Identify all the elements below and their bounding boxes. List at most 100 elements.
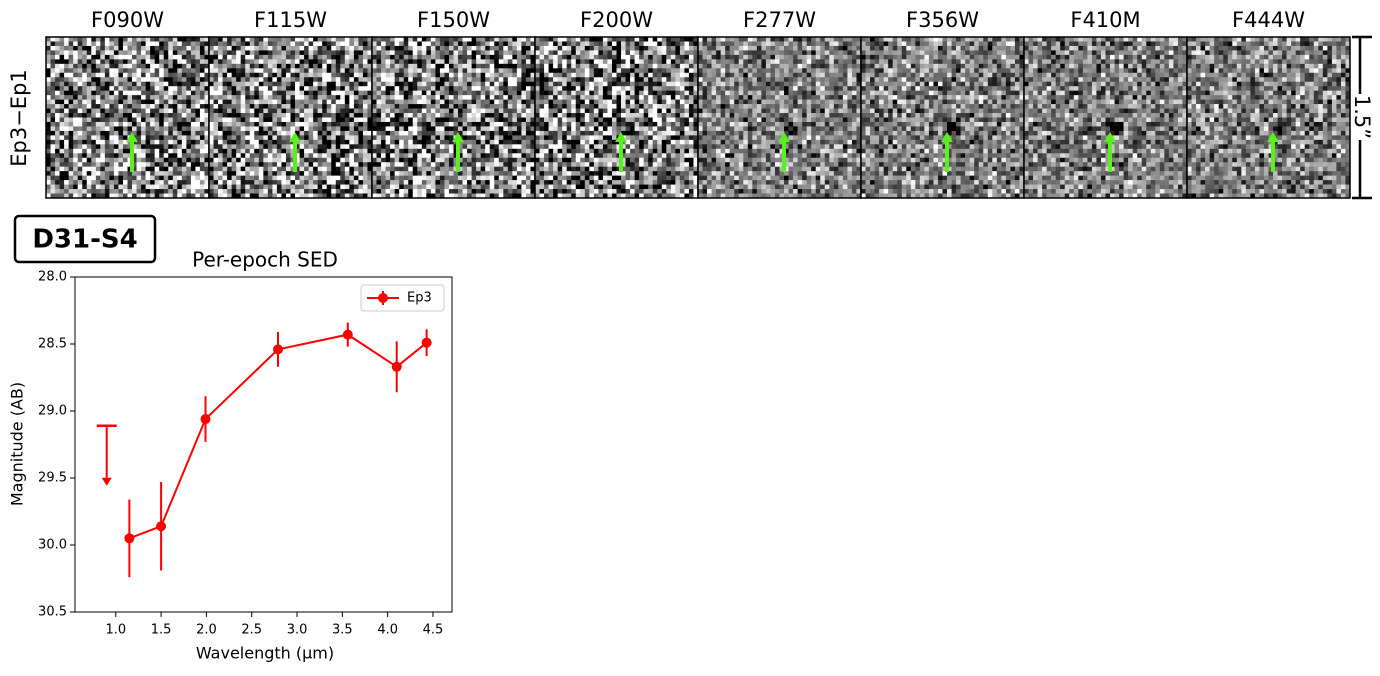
noise-pixel xyxy=(489,126,495,132)
noise-pixel xyxy=(109,153,115,159)
noise-pixel xyxy=(272,153,278,159)
noise-pixel xyxy=(104,184,110,190)
noise-pixel xyxy=(209,104,214,109)
noise-pixel xyxy=(390,72,395,78)
noise-pixel xyxy=(544,117,549,123)
noise-pixel xyxy=(100,144,106,150)
noise-pixel xyxy=(159,166,165,172)
noise-pixel xyxy=(285,63,291,69)
noise-pixel xyxy=(476,148,481,154)
noise-pixel xyxy=(272,108,278,114)
noise-pixel xyxy=(113,90,119,96)
noise-pixel xyxy=(340,95,346,100)
noise-pixel xyxy=(308,193,314,199)
noise-pixel xyxy=(104,162,110,167)
noise-pixel xyxy=(199,99,205,105)
noise-pixel xyxy=(611,108,617,114)
noise-pixel xyxy=(59,95,65,100)
noise-pixel xyxy=(385,95,391,100)
noise-pixel xyxy=(467,99,472,105)
noise-pixel xyxy=(693,162,699,167)
noise-pixel xyxy=(562,144,567,150)
noise-pixel xyxy=(313,193,318,199)
noise-pixel xyxy=(254,180,260,185)
noise-pixel xyxy=(390,171,395,176)
noise-pixel xyxy=(458,86,463,91)
noise-pixel xyxy=(213,139,219,145)
noise-pixel xyxy=(562,72,567,78)
noise-pixel xyxy=(245,63,251,69)
noise-pixel xyxy=(571,130,577,136)
noise-pixel xyxy=(199,148,205,154)
noise-pixel xyxy=(272,139,278,145)
noise-pixel xyxy=(64,189,69,194)
noise-pixel xyxy=(199,113,205,118)
noise-pixel xyxy=(331,54,337,60)
noise-pixel xyxy=(109,108,115,114)
noise-pixel xyxy=(485,50,491,56)
noise-pixel xyxy=(453,68,459,74)
noise-pixel xyxy=(50,139,56,145)
noise-pixel xyxy=(507,81,513,87)
noise-pixel xyxy=(322,139,328,145)
noise-pixel xyxy=(412,81,418,87)
noise-pixel xyxy=(204,108,210,114)
noise-pixel xyxy=(471,193,477,199)
noise-pixel xyxy=(584,144,590,150)
noise-pixel xyxy=(113,41,119,47)
noise-pixel xyxy=(122,50,128,56)
noise-pixel xyxy=(362,180,368,185)
noise-pixel xyxy=(100,184,106,190)
noise-pixel xyxy=(598,126,604,132)
noise-pixel xyxy=(168,135,174,141)
noise-pixel xyxy=(46,77,51,83)
noise-pixel xyxy=(516,113,522,118)
noise-pixel xyxy=(59,63,65,69)
noise-pixel xyxy=(639,130,644,136)
noise-pixel xyxy=(181,193,187,199)
noise-pixel xyxy=(199,162,205,167)
noise-pixel xyxy=(670,68,676,74)
noise-pixel xyxy=(462,104,468,109)
noise-pixel xyxy=(657,86,663,91)
noise-pixel xyxy=(249,157,255,163)
noise-pixel xyxy=(670,45,676,51)
noise-pixel xyxy=(313,95,318,100)
noise-pixel xyxy=(562,162,567,167)
noise-pixel xyxy=(159,130,165,136)
noise-pixel xyxy=(353,157,359,163)
noise-pixel xyxy=(498,108,504,114)
noise-pixel xyxy=(322,171,328,176)
noise-pixel xyxy=(159,144,165,150)
noise-pixel xyxy=(512,166,518,172)
noise-pixel xyxy=(362,59,368,65)
noise-pixel xyxy=(435,59,441,65)
noise-pixel xyxy=(688,72,694,78)
noise-pixel xyxy=(467,148,472,154)
noise-pixel xyxy=(693,135,699,141)
noise-pixel xyxy=(539,41,545,47)
noise-pixel xyxy=(141,193,146,199)
noise-pixel xyxy=(544,59,549,65)
noise-pixel xyxy=(693,37,699,42)
noise-pixel xyxy=(652,95,658,100)
noise-pixel xyxy=(231,45,237,51)
noise-pixel xyxy=(308,113,314,118)
noise-pixel xyxy=(448,37,454,42)
noise-pixel xyxy=(467,59,472,65)
noise-pixel xyxy=(213,153,219,159)
noise-pixel xyxy=(421,148,427,154)
noise-pixel xyxy=(295,184,300,190)
noise-pixel xyxy=(489,104,495,109)
noise-pixel xyxy=(485,108,491,114)
noise-pixel xyxy=(91,72,97,78)
noise-pixel xyxy=(562,117,567,123)
noise-pixel xyxy=(679,72,685,78)
noise-pixel xyxy=(141,139,146,145)
noise-pixel xyxy=(77,166,83,172)
noise-pixel xyxy=(295,90,300,96)
noise-pixel xyxy=(64,63,69,69)
noise-pixel xyxy=(621,126,626,132)
noise-pixel xyxy=(562,171,567,176)
